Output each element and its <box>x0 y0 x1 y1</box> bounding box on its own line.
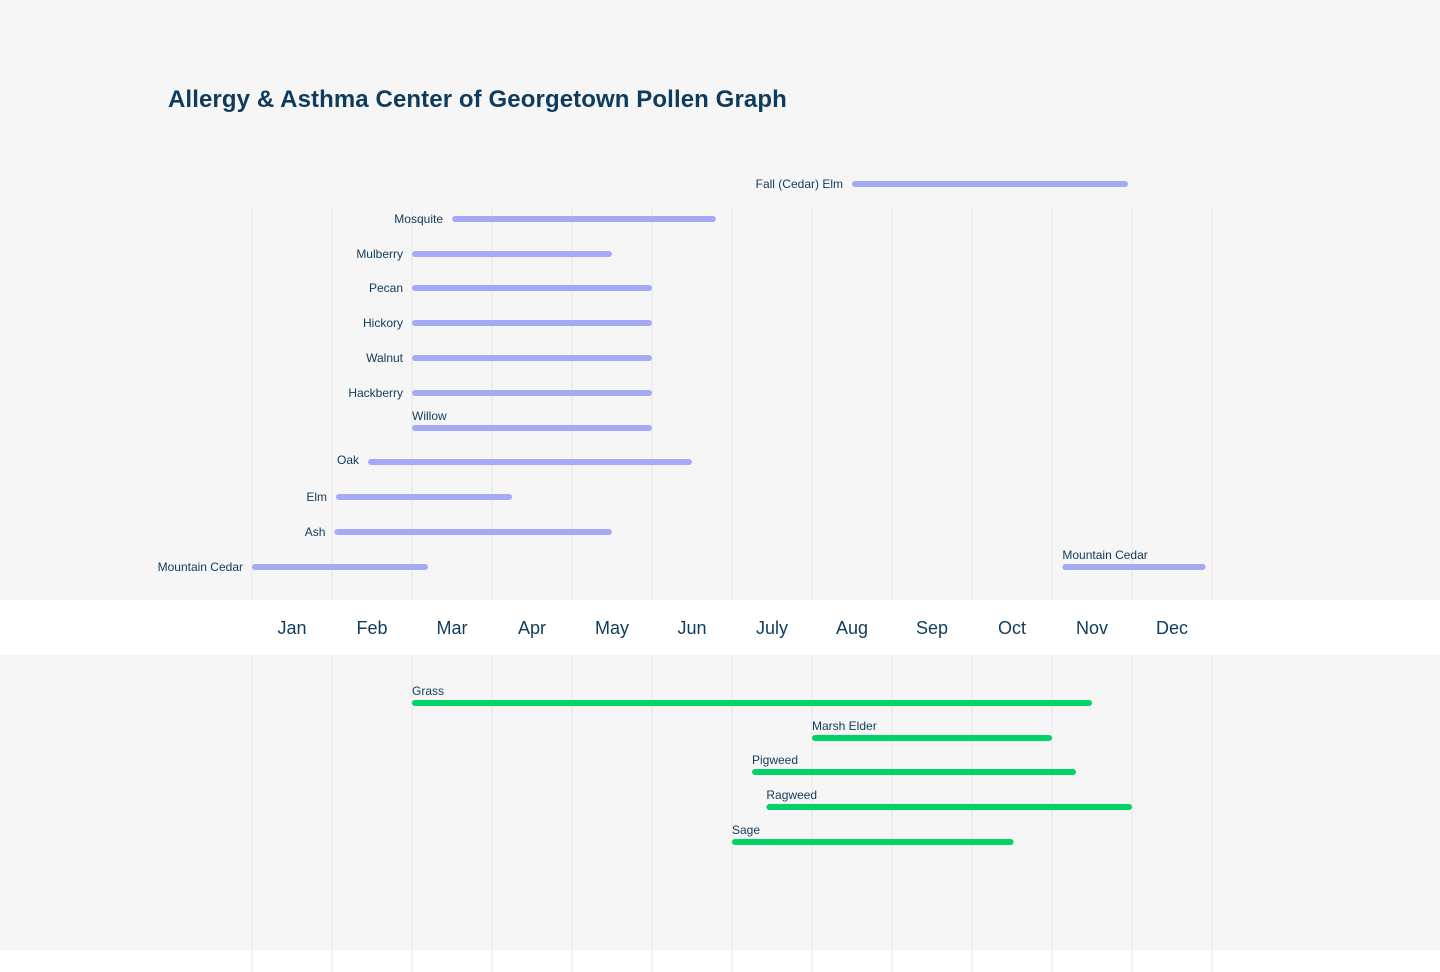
label-marsh-elder-1: Marsh Elder <box>812 719 877 733</box>
label-oak-8: Oak <box>337 453 360 467</box>
label-sage-4: Sage <box>732 823 760 837</box>
month-label-feb: Feb <box>356 618 387 638</box>
month-label-apr: Apr <box>518 618 546 638</box>
label-grass-0: Grass <box>412 684 444 698</box>
label-mulberry-2: Mulberry <box>356 247 403 261</box>
label-hackberry-6: Hackberry <box>348 386 403 400</box>
label-fall-cedar-elm-0: Fall (Cedar) Elm <box>756 177 843 191</box>
label-elm-9: Elm <box>306 490 327 504</box>
month-label-july: July <box>756 618 788 638</box>
label-mountain-cedar-12: Mountain Cedar <box>1062 548 1147 562</box>
month-label-oct: Oct <box>998 618 1026 638</box>
month-label-mar: Mar <box>437 618 468 638</box>
month-label-jan: Jan <box>277 618 306 638</box>
label-walnut-5: Walnut <box>366 351 404 365</box>
chart-title: Allergy & Asthma Center of Georgetown Po… <box>168 86 787 113</box>
label-mosquite-1: Mosquite <box>394 212 443 226</box>
month-label-sep: Sep <box>916 618 948 638</box>
label-mountain-cedar-11: Mountain Cedar <box>158 560 243 574</box>
month-label-dec: Dec <box>1156 618 1188 638</box>
label-pecan-3: Pecan <box>369 281 403 295</box>
tree-pollen-band <box>0 0 1440 600</box>
label-ash-10: Ash <box>305 525 326 539</box>
label-willow-7: Willow <box>412 409 447 423</box>
month-label-jun: Jun <box>677 618 706 638</box>
label-hickory-4: Hickory <box>363 316 403 330</box>
label-ragweed-3: Ragweed <box>766 788 817 802</box>
label-pigweed-2: Pigweed <box>752 753 798 767</box>
month-label-may: May <box>595 618 629 638</box>
month-label-aug: Aug <box>836 618 868 638</box>
month-label-nov: Nov <box>1076 618 1108 638</box>
